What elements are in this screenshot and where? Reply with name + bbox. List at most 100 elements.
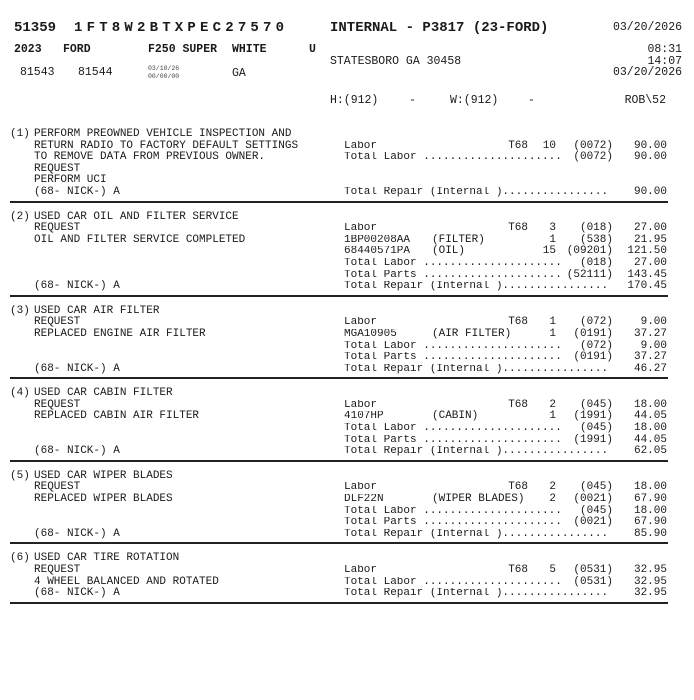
job-description: TO REMOVE DATA FROM PREVIOUS OWNER. — [34, 151, 266, 164]
amount: 32.95 — [633, 587, 667, 600]
job-number: (6) — [10, 552, 30, 565]
amount: 37.27 — [633, 351, 667, 364]
cost-code: (018) — [579, 222, 613, 235]
section-divider — [10, 377, 668, 380]
line-description: 68440571PA — [344, 246, 411, 258]
job-line: Total Parts ..................... (1991) 4… — [0, 433, 694, 447]
tech-code: T68 — [508, 316, 528, 329]
job-description: REQUEST — [34, 564, 81, 576]
quantity: 2 — [549, 493, 556, 506]
cost-code: (538) — [579, 233, 613, 246]
vehicle-model: F250 SUPER — [148, 43, 218, 56]
order-title: INTERNAL - P3817 (23-FORD) — [330, 20, 549, 36]
total-label: Total Labor ..................... — [344, 505, 562, 517]
total-label: Total Labor ..................... — [344, 257, 562, 269]
quantity: 1 — [549, 327, 556, 340]
amount: 67.90 — [633, 493, 667, 506]
job-number: (4) — [10, 387, 30, 400]
cost-code: (045) — [579, 481, 613, 494]
repair-job: (5) USED CAR WIPER BLADES REQUEST Labor T68 2… — [0, 469, 694, 545]
line-description: Labor — [344, 140, 378, 152]
job-line: Total Labor ..................... (045) 18… — [0, 505, 694, 518]
job-line: Total Labor ..................... (072) 9.… — [0, 339, 694, 353]
mileage-out: 81544 — [78, 66, 113, 79]
job-description: REQUEST — [34, 316, 81, 329]
job-line: OIL AND FILTER SERVICE COMPLETED 1BP00208… — [0, 233, 694, 247]
work-phone-dash: - — [528, 94, 535, 107]
line-description: DLF22N — [344, 494, 384, 506]
quantity: 5 — [549, 564, 556, 576]
cost-code: (0021) — [573, 493, 613, 506]
small-date-1: 03/10/26 — [148, 65, 180, 72]
mileage-in: 81543 — [20, 66, 55, 79]
job-line: (68- NICK-) A Total Repair (Internal )...… — [0, 185, 694, 199]
job-description: REQUEST — [34, 398, 81, 411]
repair-jobs: (1) PERFORM PREOWNED VEHICLE INSPECTION A… — [0, 128, 694, 613]
job-description: REQUEST — [34, 222, 81, 235]
job-line: Total Parts ..................... (0191) 3… — [0, 351, 694, 364]
job-title: USED CAR TIRE ROTATION — [34, 552, 180, 565]
advisor: ROB\52 — [624, 94, 666, 107]
job-line: 68440571PA (OIL) 15 (09201) 121.50 — [0, 246, 694, 258]
vehicle-color: WHITE — [232, 43, 267, 56]
job-line: PERFORM UCI — [0, 175, 694, 187]
job-title: USED CAR WIPER BLADES — [34, 469, 173, 482]
repair-job: (4) USED CAR CABIN FILTER REQUEST Labor T68 2… — [0, 388, 694, 462]
amount: 27.00 — [633, 256, 667, 269]
cost-code: (045) — [579, 422, 613, 435]
job-description: (68- NICK-) A — [34, 587, 120, 600]
job-number: (1) — [10, 128, 30, 140]
job-description: RETURN RADIO TO FACTORY DEFAULT SETTINGS — [34, 139, 299, 152]
section-divider — [10, 200, 668, 203]
amount: 9.00 — [640, 339, 667, 352]
repair-job: (6) USED CAR TIRE ROTATION REQUEST Labor T68… — [0, 553, 694, 604]
job-line: REQUEST Labor T68 1 (072) 9.00 — [0, 317, 694, 329]
job-line: (1) PERFORM PREOWNED VEHICLE INSPECTION A… — [0, 128, 694, 141]
quantity: 1 — [549, 316, 556, 329]
amount: 44.05 — [633, 433, 667, 446]
quantity: 2 — [549, 398, 556, 411]
amount: 67.90 — [633, 516, 667, 529]
ro-number: 51359 — [14, 20, 57, 36]
job-description: PERFORM UCI — [34, 174, 107, 187]
quantity: 15 — [542, 245, 556, 258]
tech-code: T68 — [508, 398, 528, 411]
date-2: 03/20/2026 — [612, 66, 682, 79]
cost-code: (045) — [579, 398, 613, 411]
cost-code: (0191) — [573, 327, 613, 340]
line-description: 1BP00208AA — [344, 234, 411, 246]
small-date-2: 00/00/00 — [148, 73, 180, 80]
job-line: (3) USED CAR AIR FILTER — [0, 305, 694, 318]
job-line: REPLACED WIPER BLADES DLF22N (WIPER BLADES… — [0, 493, 694, 506]
job-title: USED CAR OIL AND FILTER SERVICE — [34, 210, 239, 223]
job-line: (6) USED CAR TIRE ROTATION — [0, 553, 694, 565]
job-line: (68- NICK-) A Total Repair (Internal )...… — [0, 588, 694, 600]
job-description: REPLACED CABIN AIR FILTER — [34, 410, 200, 423]
section-divider — [10, 542, 668, 545]
amount: 32.95 — [633, 564, 667, 576]
cost-code: (018) — [579, 256, 613, 269]
job-description: (68- NICK-) A — [34, 185, 120, 198]
quantity: 3 — [549, 222, 556, 235]
part-note: (OIL) — [432, 245, 466, 258]
job-line: (68- NICK-) A Total Repair (Internal )...… — [0, 363, 694, 376]
job-line: Total Parts ..................... (0021) 6… — [0, 517, 694, 529]
city-state-zip: STATESBORO GA 30458 — [330, 55, 462, 68]
job-line: Total Labor ..................... (018) 27… — [0, 256, 694, 270]
job-description: REQUEST — [34, 481, 81, 494]
amount: 121.50 — [627, 245, 667, 258]
job-line: RETURN RADIO TO FACTORY DEFAULT SETTINGS… — [0, 139, 694, 153]
line-description: Labor — [344, 399, 378, 411]
amount: 9.00 — [640, 316, 667, 329]
total-label: Total Repair (Internal )................ — [344, 281, 609, 293]
job-line: REQUEST Labor T68 3 (018) 27.00 — [0, 223, 694, 235]
repair-job: (3) USED CAR AIR FILTER REQUEST Labor T68 1 (0… — [0, 305, 694, 380]
job-title: USED CAR CABIN FILTER — [34, 387, 173, 400]
tech-code: T68 — [508, 139, 528, 152]
quantity: 10 — [542, 139, 556, 152]
line-description: Labor — [344, 565, 378, 576]
cost-code: (52111) — [566, 268, 613, 281]
job-title: PERFORM PREOWNED VEHICLE INSPECTION AND — [34, 128, 292, 140]
job-line: REQUEST Labor T68 5 (0531) 32.95 — [0, 564, 694, 577]
cost-code: (0531) — [573, 564, 613, 576]
